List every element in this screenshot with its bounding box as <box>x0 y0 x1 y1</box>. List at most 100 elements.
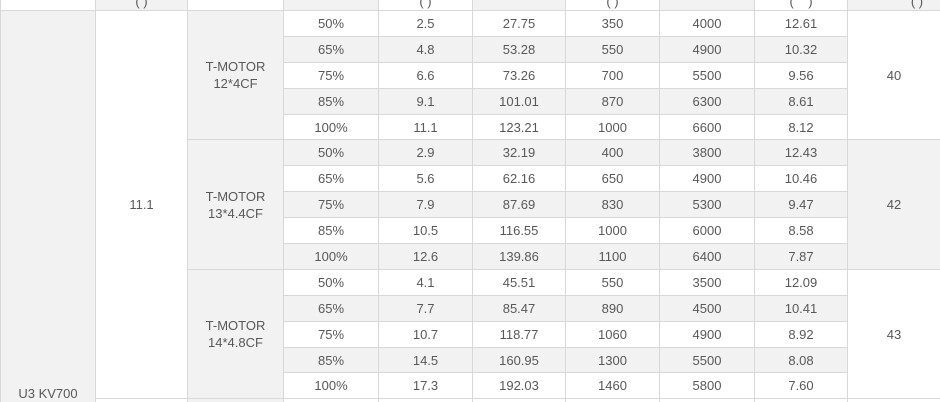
efficiency-cell: 8.08 <box>754 346 848 374</box>
rpm-cell: 5800 <box>659 372 755 400</box>
throttle-cell: 100% <box>283 372 379 400</box>
efficiency-cell: 10.32 <box>754 35 848 63</box>
thrust-cell: 870 <box>565 87 660 115</box>
thrust-cell: 1300 <box>565 346 660 374</box>
header-cell-power <box>472 0 566 11</box>
throttle-cell: 65% <box>283 294 379 322</box>
header-fragment: ( ) <box>135 0 148 9</box>
thrust-cell: 400 <box>565 139 660 167</box>
table-row: 65% 7.7 85.47 890 4500 10.41 <box>1 294 940 322</box>
current-cell: 10.7 <box>378 320 473 348</box>
prop-name-line: T-MOTOR <box>205 318 266 334</box>
thrust-cell: 1060 <box>565 320 660 348</box>
current-cell: 4.8 <box>378 35 473 63</box>
efficiency-cell: 9.47 <box>754 191 848 219</box>
header-fragment: ( ) <box>789 0 813 9</box>
thrust-cell: 550 <box>565 35 660 63</box>
table-row: 65% 4.8 53.28 550 4900 10.32 <box>1 35 940 63</box>
current-cell: 4.1 <box>378 268 473 296</box>
rpm-cell: 4900 <box>659 320 755 348</box>
thrust-cell: 350 <box>565 10 660 37</box>
rpm-cell: 5500 <box>659 61 755 89</box>
current-cell: 9.1 <box>378 87 473 115</box>
header-fragment: ( ) <box>910 0 924 9</box>
rpm-cell: 6400 <box>659 243 755 270</box>
efficiency-cell: 8.12 <box>754 113 848 141</box>
rpm-cell: 6300 <box>659 87 755 115</box>
header-cell-throttle <box>283 0 379 11</box>
rpm-cell: 6000 <box>659 217 755 245</box>
power-cell: 85.47 <box>472 294 566 322</box>
efficiency-cell: 12.09 <box>754 268 848 296</box>
rpm-cell: 4000 <box>659 10 755 37</box>
current-cell: 14.5 <box>378 346 473 374</box>
power-cell: 192.03 <box>472 372 566 400</box>
table-row: 85% 10.5 116.55 1000 6000 8.58 <box>1 217 940 245</box>
table-row: 85% 9.1 101.01 870 6300 8.61 <box>1 87 940 115</box>
table-row: 100% 17.3 192.03 1460 5800 7.60 <box>1 372 940 400</box>
thrust-cell: 1460 <box>565 372 660 400</box>
throttle-cell: 75% <box>283 191 379 219</box>
thrust-cell: 700 <box>565 61 660 89</box>
efficiency-cell: 8.58 <box>754 217 848 245</box>
efficiency-cell: 8.61 <box>754 87 848 115</box>
current-cell: 2.5 <box>378 10 473 37</box>
header-cell-rpm <box>659 0 755 11</box>
temperature-cell: 42 <box>847 139 940 270</box>
table-row: 100% 11.1 123.21 1000 6600 8.12 <box>1 113 940 141</box>
motor-name-label: U3 KV700 <box>18 386 78 401</box>
efficiency-cell: 7.60 <box>754 372 848 400</box>
thrust-cell: 1100 <box>565 243 660 270</box>
power-cell: 73.26 <box>472 61 566 89</box>
current-cell: 2.9 <box>378 139 473 167</box>
throttle-cell: 65% <box>283 165 379 193</box>
power-cell: 62.16 <box>472 165 566 193</box>
thrust-cell: 890 <box>565 294 660 322</box>
prop-name-line: 13*4.4CF <box>208 205 263 221</box>
power-cell: 87.69 <box>472 191 566 219</box>
current-cell: 6.6 <box>378 61 473 89</box>
current-cell: 12.6 <box>378 243 473 270</box>
throttle-cell: 50% <box>283 139 379 167</box>
header-fragment: ( ) <box>419 0 432 9</box>
rpm-cell: 4500 <box>659 294 755 322</box>
power-cell: 32.19 <box>472 139 566 167</box>
power-cell: 118.77 <box>472 320 566 348</box>
thrust-cell: 650 <box>565 165 660 193</box>
power-cell: 123.21 <box>472 113 566 141</box>
power-cell: 27.75 <box>472 10 566 37</box>
rpm-cell: 6600 <box>659 113 755 141</box>
rpm-cell: 3500 <box>659 268 755 296</box>
thrust-cell: 830 <box>565 191 660 219</box>
current-cell: 7.9 <box>378 191 473 219</box>
power-cell: 160.95 <box>472 346 566 374</box>
efficiency-cell: 10.46 <box>754 165 848 193</box>
temperature-cell: 43 <box>847 268 940 400</box>
power-cell: 45.51 <box>472 268 566 296</box>
header-cell-motor <box>0 0 96 11</box>
header-fragment: ( ) <box>606 0 619 9</box>
throttle-cell: 85% <box>283 346 379 374</box>
power-cell: 53.28 <box>472 35 566 63</box>
prop-cell: T-MOTOR 14*4.8CF <box>187 268 284 400</box>
header-cell-thrust: ( ) <box>565 0 660 11</box>
prop-name-line: T-MOTOR <box>205 59 266 75</box>
rpm-cell: 5300 <box>659 191 755 219</box>
rpm-cell: 4900 <box>659 35 755 63</box>
efficiency-cell: 10.41 <box>754 294 848 322</box>
header-cell-voltage: ( ) <box>95 0 188 11</box>
table-row: 85% 14.5 160.95 1300 5500 8.08 <box>1 346 940 374</box>
current-cell: 5.6 <box>378 165 473 193</box>
efficiency-cell: 9.56 <box>754 61 848 89</box>
header-row: ( ) ( ) ( ) ( ) ( ) <box>0 0 940 11</box>
motor-name-cell: U3 KV700 <box>0 9 96 402</box>
throttle-cell: 50% <box>283 268 379 296</box>
power-cell: 116.55 <box>472 217 566 245</box>
table-row: T-MOTOR 14*4.8CF 50% 4.1 45.51 550 3500 … <box>1 268 940 400</box>
efficiency-cell: 8.92 <box>754 320 848 348</box>
throttle-cell: 85% <box>283 217 379 245</box>
current-cell: 11.1 <box>378 113 473 141</box>
throttle-cell: 100% <box>283 113 379 141</box>
